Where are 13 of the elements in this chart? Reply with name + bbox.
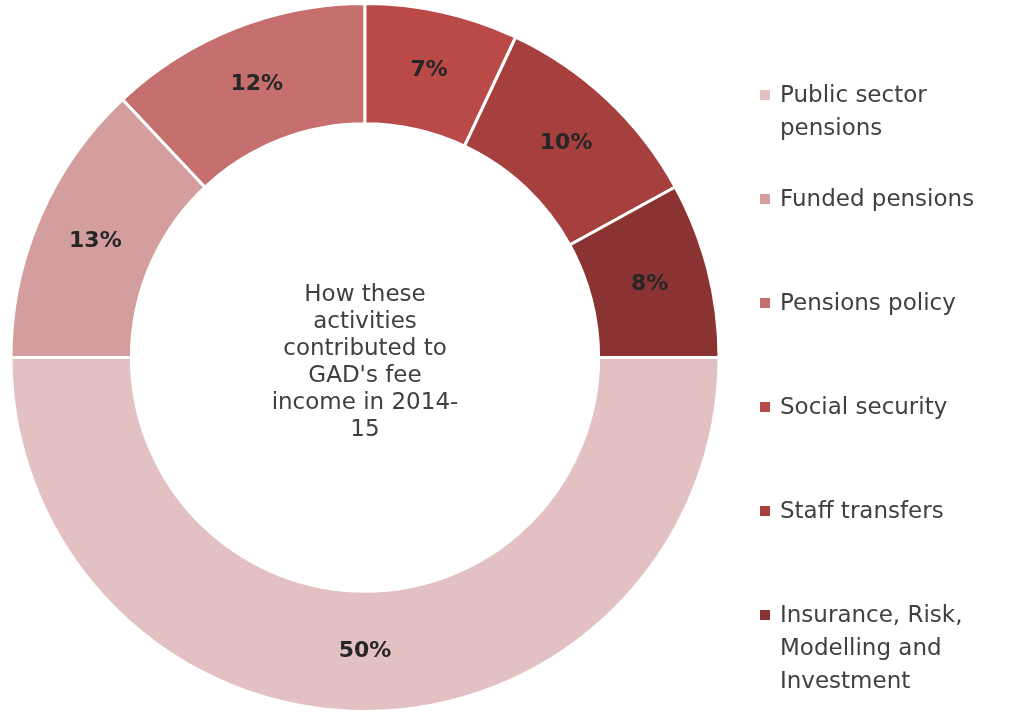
legend-label: Funded pensions: [780, 184, 976, 213]
data-label: 12%: [230, 70, 284, 96]
data-label: 8%: [630, 270, 669, 296]
legend-label: Insurance, Risk, Modelling and Investment: [780, 600, 964, 695]
legend-label: Public sector pensions: [780, 80, 928, 142]
text: How these activities contributed to GAD's fee income in 2014-15: [270, 280, 460, 442]
legend-label: Staff transfers: [780, 496, 945, 525]
legend-label: Social security: [780, 392, 949, 421]
data-label: 7%: [410, 56, 448, 82]
legend-label: Pensions policy: [780, 288, 957, 317]
data-label: 13%: [69, 226, 122, 252]
data-label: 10%: [539, 129, 593, 155]
data-label: 50%: [338, 637, 392, 663]
